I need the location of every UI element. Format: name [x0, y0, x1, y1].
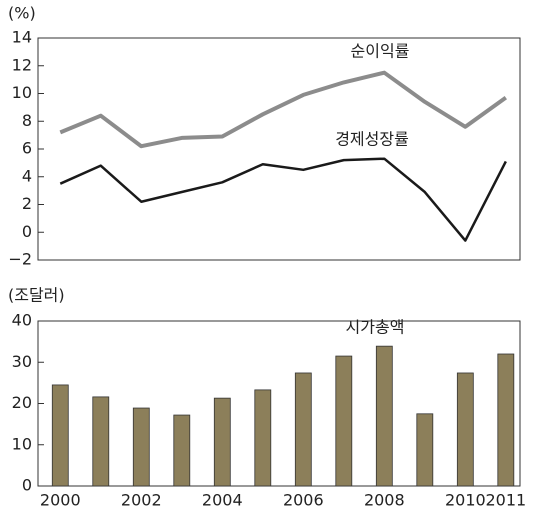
bar [456, 372, 474, 487]
x-tick-label: 2000 [40, 491, 81, 510]
y-tick-label: 4 [22, 166, 32, 185]
series-label: 시가총액 [346, 318, 405, 337]
y-tick-label: 40 [12, 311, 32, 330]
bar [375, 345, 393, 487]
y-tick-label: 12 [12, 55, 32, 74]
line [59, 157, 507, 242]
y-tick-label: 8 [22, 111, 32, 130]
bar [416, 413, 434, 487]
series-label: 순이익률 [351, 42, 410, 61]
y-tick-label: 6 [22, 139, 32, 158]
bar [92, 396, 110, 487]
bar [173, 414, 191, 487]
y-tick-label: 0 [22, 222, 32, 241]
line [59, 70, 507, 149]
y-axis-label: (%) [8, 4, 36, 23]
x-tick-label: 2008 [364, 491, 405, 510]
y-tick-label: 0 [22, 476, 32, 495]
y-tick-label: 20 [12, 393, 32, 412]
series-label: 경제성장률 [335, 130, 409, 149]
bar [132, 407, 150, 487]
x-tick-label: 2002 [121, 491, 162, 510]
x-tick-label: 2006 [283, 491, 324, 510]
x-tick-label: 2004 [202, 491, 243, 510]
bar [335, 355, 353, 487]
plot-frame [37, 37, 521, 261]
y-tick-label: −2 [8, 250, 32, 269]
bar [213, 397, 231, 487]
y-tick-label: 10 [12, 83, 32, 102]
y-tick-label: 10 [12, 434, 32, 453]
bar [497, 353, 515, 487]
bar [254, 389, 272, 487]
plot-frame [37, 320, 521, 487]
y-axis-label: (조달러) [8, 286, 65, 305]
x-tick-label: 2011 [485, 491, 526, 510]
x-tick-label: 2010 [445, 491, 486, 510]
y-tick-label: 2 [22, 194, 32, 213]
y-tick-label: 30 [12, 352, 32, 371]
bar [51, 384, 69, 487]
y-tick-label: 14 [12, 28, 32, 47]
bar [294, 372, 312, 487]
